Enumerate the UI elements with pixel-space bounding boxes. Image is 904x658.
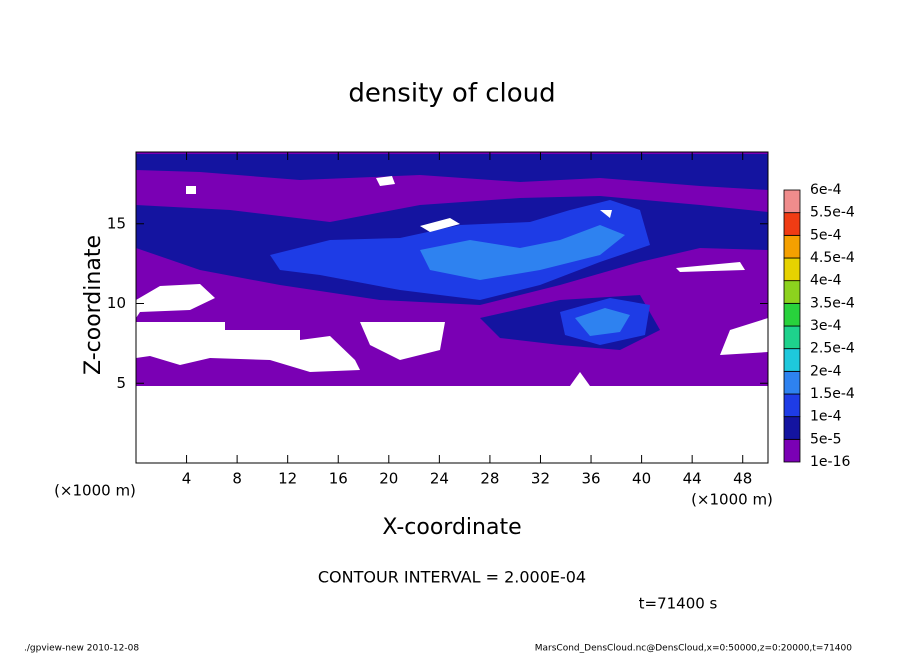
x-tick-label: 32 bbox=[531, 470, 550, 488]
x-tick-label: 44 bbox=[683, 470, 702, 488]
colorbar-box bbox=[783, 234, 801, 259]
chart-title: density of cloud bbox=[348, 79, 555, 109]
plot-frame bbox=[135, 151, 769, 464]
x-unit-label: (×1000 m) bbox=[691, 491, 773, 509]
colorbar-box bbox=[783, 302, 801, 327]
colorbar-tick-label: 1e-16 bbox=[810, 454, 850, 470]
colorbar-tick-label: 2.5e-4 bbox=[810, 341, 855, 357]
colorbar-tick-label: 1e-4 bbox=[810, 409, 842, 425]
colorbar-tick-label: 4e-4 bbox=[810, 273, 842, 289]
contour-region bbox=[575, 308, 630, 336]
x-tick-label: 28 bbox=[480, 470, 499, 488]
colorbar-box bbox=[783, 189, 801, 214]
x-tick-label: 20 bbox=[379, 470, 398, 488]
colorbar-box bbox=[783, 370, 801, 395]
contour-interval: CONTOUR INTERVAL = 2.000E-04 bbox=[318, 568, 586, 587]
colorbar-box bbox=[783, 438, 801, 463]
colorbar-tick-label: 6e-4 bbox=[810, 182, 842, 198]
contour-region bbox=[136, 154, 768, 190]
x-tick-label: 4 bbox=[182, 470, 192, 488]
colorbar-tick-label: 4.5e-4 bbox=[810, 250, 855, 266]
x-tick-label: 24 bbox=[430, 470, 449, 488]
colorbar-tick-label: 5.5e-4 bbox=[810, 205, 855, 221]
missing-region bbox=[136, 386, 768, 464]
y-tick-label: 10 bbox=[107, 294, 126, 312]
colorbar-box bbox=[783, 393, 801, 418]
x-tick-label: 40 bbox=[632, 470, 651, 488]
colorbar-tick-label: 5e-5 bbox=[810, 431, 841, 447]
colorbar-tick-label: 3.5e-4 bbox=[810, 295, 855, 311]
y-unit-label: (×1000 m) bbox=[54, 482, 136, 500]
x-tick-label: 12 bbox=[278, 470, 297, 488]
colorbar-box bbox=[783, 416, 801, 440]
missing-region bbox=[136, 176, 768, 372]
x-tick-label: 36 bbox=[581, 470, 600, 488]
footer-left: ./gpview-new 2010-12-08 bbox=[24, 644, 139, 654]
colorbar-tick-label: 1.5e-4 bbox=[810, 386, 855, 402]
x-tick-label: 8 bbox=[232, 470, 242, 488]
x-tick-label: 16 bbox=[329, 470, 348, 488]
colorbar-box bbox=[783, 280, 801, 304]
contour-region bbox=[420, 225, 625, 280]
colorbar-box bbox=[783, 212, 801, 236]
colorbar: 1e-16 5e-5 1e-4 1.5e-4 2e-4 2.5e-4 3e-4 3.5e-4 4… bbox=[783, 182, 855, 470]
x-tick-label: 48 bbox=[733, 470, 752, 488]
contour-field bbox=[136, 152, 768, 464]
y-tick-label: 15 bbox=[107, 214, 126, 232]
colorbar-box bbox=[783, 257, 801, 282]
time-label: t=71400 s bbox=[639, 595, 718, 613]
y-tick-label: 5 bbox=[116, 374, 126, 392]
colorbar-tick-label: 3e-4 bbox=[810, 318, 842, 334]
colorbar-box bbox=[783, 348, 801, 372]
colorbar-box bbox=[783, 325, 801, 350]
x-axis-label: X-coordinate bbox=[382, 515, 521, 540]
colorbar-tick-label: 2e-4 bbox=[810, 363, 842, 379]
footer-right: MarsCond_DensCloud.nc@DensCloud,x=0:5000… bbox=[535, 644, 852, 654]
colorbar-tick-label: 5e-4 bbox=[810, 227, 842, 243]
y-axis-label: Z-coordinate bbox=[81, 235, 106, 375]
